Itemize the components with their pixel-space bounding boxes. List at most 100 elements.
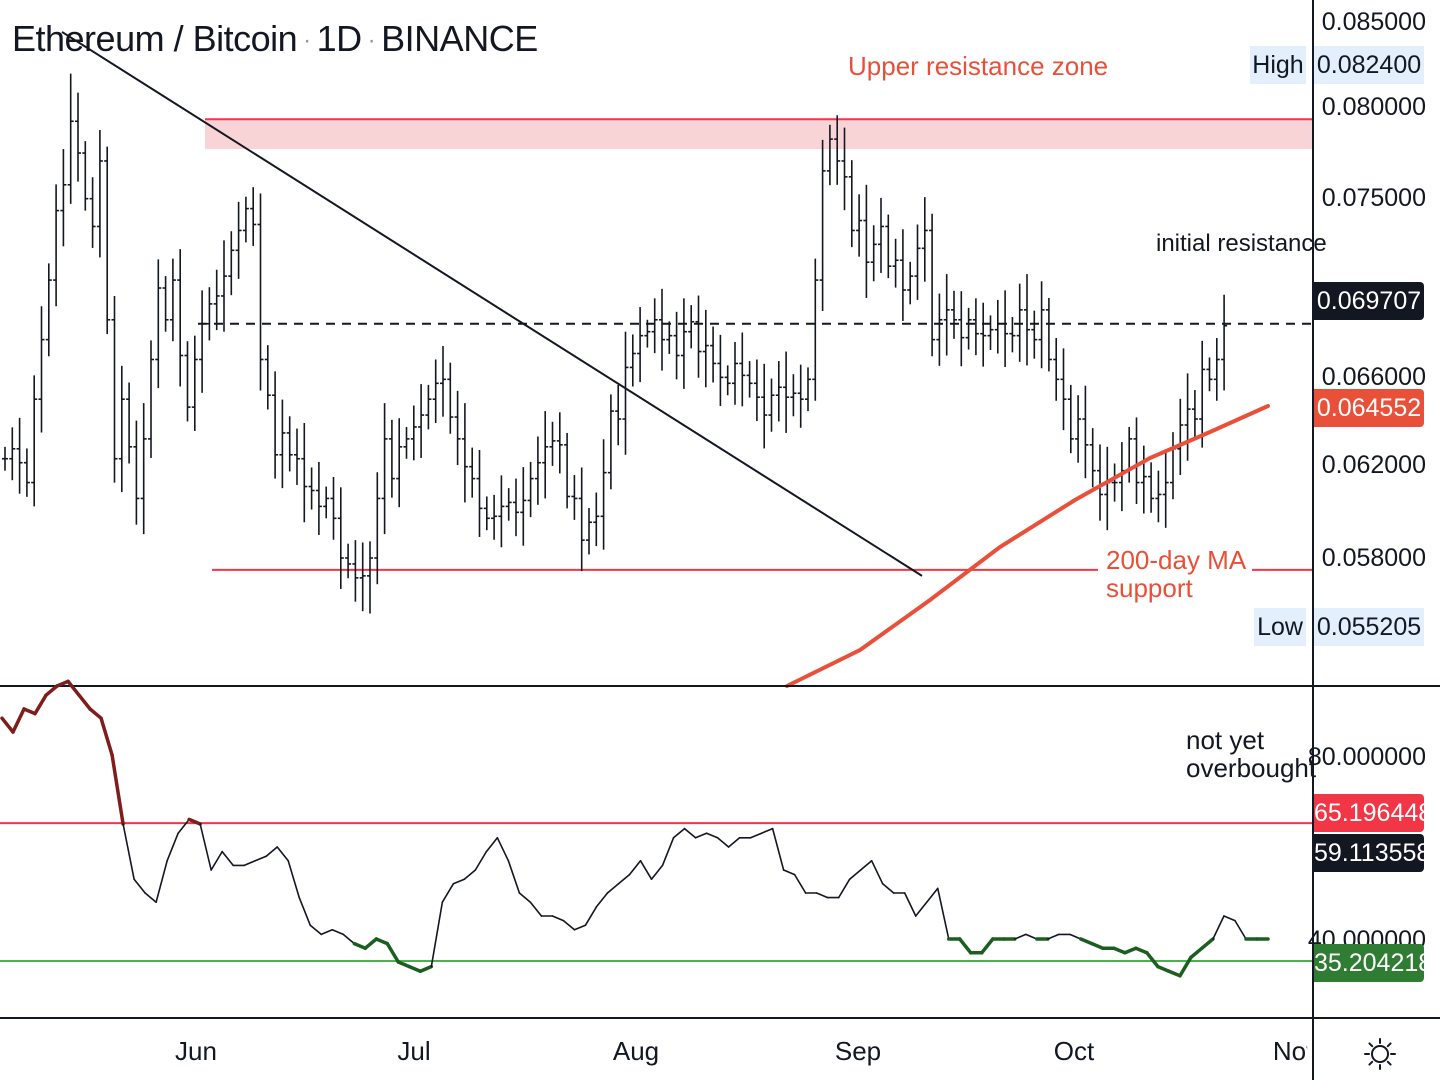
price-bar	[921, 197, 928, 282]
price-bar	[9, 427, 16, 481]
price-bar	[221, 240, 227, 332]
price-bar	[75, 92, 81, 182]
rsi-segment	[452, 878, 466, 885]
price-bar	[936, 293, 943, 366]
rsi-segment	[177, 818, 190, 835]
price-bar	[396, 418, 403, 508]
price-bar	[761, 363, 768, 449]
price-bar	[1155, 470, 1162, 523]
price-bar	[972, 298, 979, 356]
price-bar	[607, 394, 614, 490]
price-bar	[724, 365, 731, 396]
rsi-segment	[463, 869, 477, 881]
rsi-segment	[628, 859, 642, 876]
price-bar	[228, 231, 235, 296]
rsi-segment	[1156, 964, 1171, 973]
title-exchange: BINANCE	[381, 18, 538, 59]
price-bar	[367, 541, 373, 614]
low-value: 0.055205	[1314, 608, 1424, 646]
price-bar	[520, 467, 527, 546]
x-label-sep: Sep	[834, 1036, 882, 1066]
price-bar	[783, 351, 790, 433]
price-bar	[571, 475, 578, 520]
upper-resistance-zone	[205, 119, 1312, 150]
rsi-segment	[352, 941, 368, 950]
price-tick-3: 0.066000	[1321, 363, 1426, 391]
rsi-segment	[925, 887, 939, 904]
price-bar	[1206, 357, 1213, 392]
rsi-segment	[385, 941, 401, 964]
price-bar	[440, 345, 446, 417]
rsi-segment	[848, 869, 862, 881]
rsi-segment	[793, 873, 807, 894]
price-bar	[169, 258, 176, 342]
rsi-segment	[705, 832, 719, 839]
price-bar	[425, 384, 432, 430]
overbought-label-line2: overbought	[1186, 753, 1317, 783]
rsi-segment	[496, 836, 510, 862]
price-bar	[1002, 290, 1009, 368]
price-bar	[140, 403, 147, 535]
price-bar	[1170, 432, 1176, 500]
rsi-segment	[309, 924, 323, 936]
settings-gear-icon[interactable]	[1364, 1038, 1396, 1070]
rsi-segment	[199, 823, 212, 871]
rsi-segment	[694, 832, 708, 839]
price-bar	[987, 315, 994, 350]
price-bar	[622, 331, 629, 455]
price-bar	[848, 160, 855, 248]
rsi-segment	[870, 859, 884, 885]
rsi-segment	[1134, 946, 1149, 955]
rsi-segment	[1025, 933, 1038, 940]
price-bar	[199, 290, 206, 393]
rsi-segment	[320, 928, 334, 936]
price-bar	[505, 488, 512, 521]
price-bar	[235, 201, 242, 279]
last-price-badge: 0.069707	[1314, 282, 1424, 320]
price-bar	[834, 115, 841, 185]
price-bar	[1126, 426, 1133, 483]
price-tick-5: 0.058000	[1321, 544, 1426, 572]
price-bar	[155, 259, 162, 389]
rsi-segment	[1178, 955, 1193, 978]
overbought-label: not yet overbought	[1186, 726, 1316, 782]
rsi-tick-80: 80.000000	[1307, 743, 1426, 771]
price-bar	[673, 311, 680, 380]
price-bar	[1213, 338, 1220, 401]
rsi-segment	[837, 878, 851, 899]
rsi-segment	[1212, 915, 1225, 940]
price-bar	[1045, 297, 1052, 372]
rsi-segment	[485, 836, 499, 853]
price-bar	[410, 405, 417, 461]
rsi-segment	[110, 753, 125, 826]
price-bar	[929, 213, 936, 357]
rsi-segment	[1167, 969, 1182, 978]
rsi-segment	[749, 832, 763, 839]
price-bar	[23, 448, 30, 497]
rsi-segment	[936, 887, 950, 940]
price-bar	[841, 127, 848, 211]
rsi-segment	[683, 827, 697, 839]
price-bar	[315, 461, 322, 535]
price-bar	[111, 295, 118, 483]
price-bar	[951, 290, 957, 339]
ma-support-label-line2: support	[1106, 573, 1193, 603]
ma-support-label-line1: 200-day MA	[1106, 545, 1247, 575]
price-bar	[177, 249, 184, 387]
rsi-segment	[1013, 933, 1027, 940]
price-bar	[38, 306, 45, 433]
rsi-segment	[187, 817, 202, 826]
price-bar	[775, 361, 782, 422]
price-bar	[994, 299, 1001, 354]
price-bar	[680, 298, 687, 389]
rsi-segment	[595, 892, 609, 908]
rsi-segment	[441, 882, 455, 904]
rsi-segment	[815, 892, 829, 899]
rsi-segment	[144, 892, 157, 904]
rsi-segment	[727, 836, 741, 848]
rsi-segment	[474, 850, 488, 871]
x-label-jul: Jul	[397, 1036, 431, 1066]
price-bar	[126, 382, 133, 464]
price-bar	[491, 494, 498, 540]
rsi-segment	[374, 937, 390, 946]
